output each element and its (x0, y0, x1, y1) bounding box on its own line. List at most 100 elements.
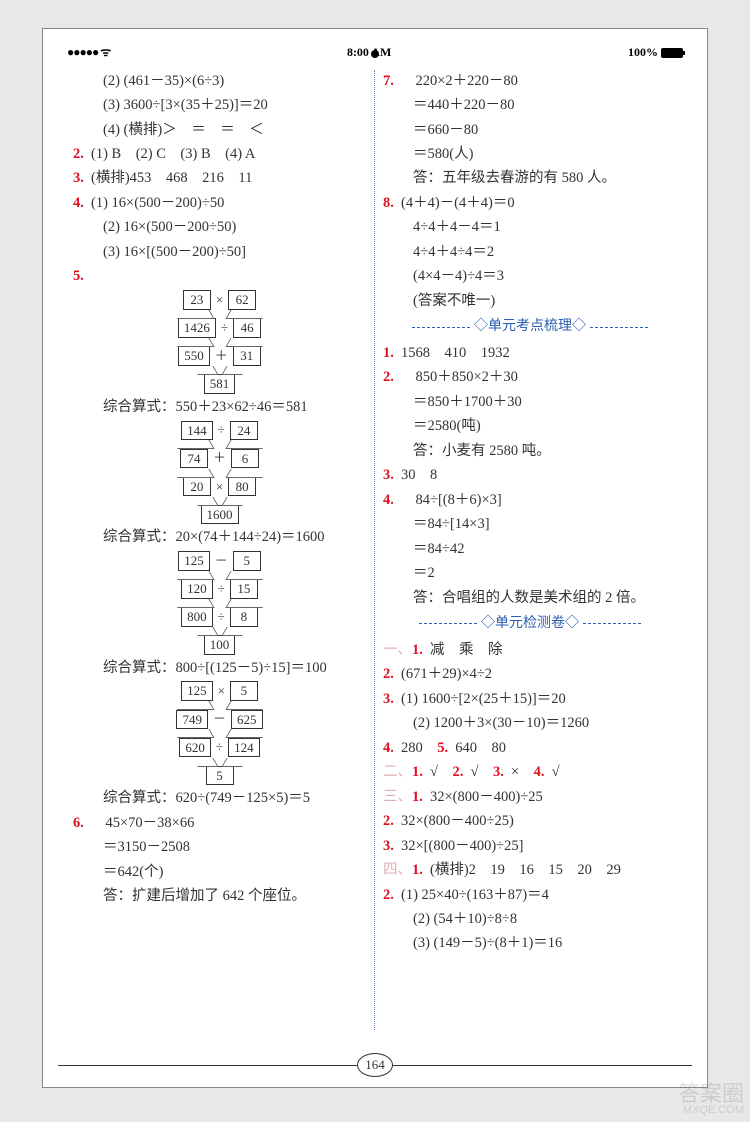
line-text: 30 8 (401, 467, 437, 483)
line-text: 850＋850×2＋30 (401, 369, 518, 385)
line-text: ＝84÷[14×3] (413, 516, 490, 532)
line-text: √ (430, 764, 452, 780)
flow-row: 74＋6 (180, 448, 259, 468)
question-number: 2. (383, 810, 401, 832)
content-line: 答：扩建后增加了 642 个座位。 (73, 885, 366, 907)
line-text: (4) (横排)＞ ＝ ＝ ＜ (103, 122, 264, 138)
watermark: 答案圈 MXQE.COM (678, 1083, 744, 1116)
question-number: 4. (73, 192, 91, 214)
content-line: 1.1568 410 1932 (383, 342, 677, 364)
flow-row: 1426÷46 (178, 318, 261, 338)
content-line: (4×4－4)÷4＝3 (383, 265, 677, 287)
content-line: 8.(4＋4)－(4＋4)＝0 (383, 192, 677, 214)
line-text: (2) 16×(500－200÷50) (103, 219, 236, 235)
content-line: (3) (149－5)÷(8＋1)＝16 (383, 932, 677, 954)
content-line: (4) (横排)＞ ＝ ＝ ＜ (73, 119, 366, 141)
flow-operand: 5 (230, 681, 258, 701)
flow-arrows (175, 310, 265, 318)
flow-row: 100 (204, 635, 236, 655)
content-line: 7. 220×2＋220－80 (383, 70, 677, 92)
flow-row: 749－625 (176, 709, 262, 729)
line-text: 减 乘 除 (430, 642, 503, 658)
flow-row: 125－5 (178, 551, 261, 571)
flow-row: 125×5 (181, 681, 258, 701)
question-number: 6. (73, 812, 91, 834)
line-text: (671＋29)×4÷2 (401, 666, 492, 682)
content-line: 综合算式：20×(74＋144÷24)＝1600 (73, 526, 366, 548)
flow-operator: × (216, 681, 227, 701)
question-number: 2. (383, 366, 401, 388)
question-number: 1. (412, 786, 430, 808)
flow-operator: ÷ (219, 318, 230, 338)
content-line: ＝660－80 (383, 119, 677, 141)
flow-operand: 23 (183, 290, 211, 310)
flow-operator: ÷ (216, 420, 227, 440)
line-text: ＝642(个) (103, 864, 163, 880)
question-number: 3. (383, 464, 401, 486)
flow-arrows (175, 338, 265, 346)
question-number: 8. (383, 192, 401, 214)
line-text: ＝850＋1700＋30 (413, 394, 522, 410)
flow-operand: 550 (178, 346, 210, 366)
content-line: 综合算式：550＋23×62÷46＝581 (73, 396, 366, 418)
content-line: 6. 45×70－38×66 (73, 812, 366, 834)
flow-operand: 46 (233, 318, 261, 338)
line-text: ＝580(人) (413, 146, 473, 162)
flow-operand: 125 (181, 681, 213, 701)
line-text: (横排)2 19 16 15 20 29 (430, 862, 621, 878)
content-line: 2.32×(800－400÷25) (383, 810, 677, 832)
flow-operator: ÷ (216, 607, 227, 627)
question-number: 1. (412, 859, 430, 881)
flow-operand: 74 (180, 449, 208, 469)
line-text: (3) 3600÷[3×(35＋25)]＝20 (103, 97, 268, 113)
content-line: 4÷4＋4÷4＝2 (383, 241, 677, 263)
right-column: 7. 220×2＋220－80 ＝440＋220－80 ＝660－80 ＝580(人)… (375, 70, 685, 1030)
flow-row: 20×80 (183, 477, 256, 497)
flow-operator: ÷ (214, 737, 225, 757)
flow-arrows (175, 469, 265, 477)
question-number: 2. (73, 143, 91, 165)
left-column: (2) (461－35)×(6÷3)(3) 3600÷[3×(35＋25)]＝2… (65, 70, 375, 1030)
flow-row: 800÷8 (181, 607, 258, 627)
content-line: 2. 850＋850×2＋30 (383, 366, 677, 388)
content-line: 2.(1) 25×40÷(163＋87)＝4 (383, 884, 677, 906)
line-text: (1) B (2) C (3) B (4) A (91, 146, 255, 162)
content-line: (2) (54＋10)÷8÷8 (383, 908, 677, 930)
line-text: 220×2＋220－80 (401, 73, 518, 89)
status-battery: 100% (628, 43, 683, 62)
line-text: 32×(800－400)÷25 (430, 789, 543, 805)
line-text: × (511, 764, 534, 780)
content-line: (答案不唯一) (383, 290, 677, 312)
line-text: 4÷4＋4÷4＝2 (413, 244, 494, 260)
flow-arrows (175, 440, 265, 448)
line-text: ＝660－80 (413, 122, 478, 138)
flow-operator: － (211, 709, 228, 729)
line-text: ＝2580(吨) (413, 418, 481, 434)
content-line: ＝642(个) (73, 861, 366, 883)
section-header: ◇单元检测卷◇ (383, 613, 677, 635)
line-text: (横排)453 468 216 11 (91, 170, 252, 186)
content-line: 4÷4＋4－4＝1 (383, 216, 677, 238)
flow-result: 581 (204, 374, 236, 394)
battery-icon (661, 48, 683, 58)
flow-operator: ＋ (211, 448, 228, 468)
line-text: (1) 1600÷[2×(25＋15)]＝20 (401, 691, 566, 707)
content-line: ＝2580(吨) (383, 415, 677, 437)
line-text: 32×[(800－400)÷25] (401, 838, 523, 854)
content-line: 综合算式：800÷[(125－5)÷15]＝100 (73, 657, 366, 679)
line-text: ＝3150－2508 (103, 839, 190, 855)
flow-diagram: 23×621426÷46550＋31581 (73, 290, 366, 394)
content-line: 答：五年级去春游的有 580 人。 (383, 167, 677, 189)
content-line: ＝84÷42 (383, 538, 677, 560)
line-text: 答：扩建后增加了 642 个座位。 (103, 888, 306, 904)
flow-arrows (175, 599, 265, 607)
line-text: 综合算式：20×(74＋144÷24)＝1600 (103, 529, 325, 545)
question-number: 4. (383, 489, 401, 511)
flow-operand: 120 (181, 579, 213, 599)
line-text: ＝440＋220－80 (413, 97, 515, 113)
flow-diagram: 125×5749－625620÷1245 (73, 681, 366, 785)
flow-operand: 8 (230, 607, 258, 627)
content-line: 3.(横排)453 468 216 11 (73, 167, 366, 189)
flow-operand: 1426 (178, 318, 216, 338)
content-line: 4. 84÷[(8＋6)×3] (383, 489, 677, 511)
